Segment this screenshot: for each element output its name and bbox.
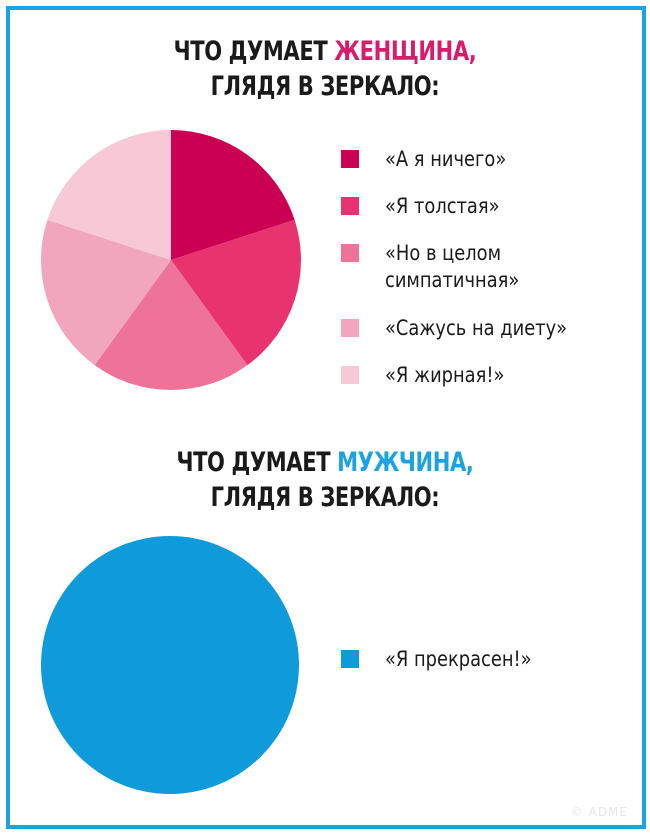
man-title-highlight: МУЖЧИНА, (337, 447, 474, 478)
pie-0-slice-3 (40, 219, 171, 366)
pie-0-legend-swatch-1 (341, 197, 359, 215)
pie-0-slice-4 (47, 130, 171, 260)
man-title-prefix: ЧТО ДУМАЕТ (176, 447, 338, 478)
woman-title-prefix: ЧТО ДУМАЕТ (173, 36, 335, 67)
man-title: ЧТО ДУМАЕТ МУЖЧИНА, ГЛЯДЯ В ЗЕРКАЛО: (72, 445, 579, 515)
pie-0-legend-label-1: «Я толстая» (385, 194, 500, 218)
woman-title-line2: ГЛЯДЯ В ЗЕРКАЛО: (210, 71, 440, 102)
pie-0-legend-swatch-3 (341, 319, 359, 337)
pie-0-legend-swatch-2 (341, 244, 359, 262)
pie-1-slice-0 (41, 536, 299, 794)
woman-title: ЧТО ДУМАЕТ ЖЕНЩИНА, ГЛЯДЯ В ЗЕРКАЛО: (72, 34, 579, 104)
pie-0-slice-1 (171, 219, 302, 366)
pie-0-legend-swatch-0 (341, 150, 359, 168)
pie-0-legend-label-4: «Я жирная!» (385, 363, 505, 387)
pie-0-legend-label-3: «Сажусь на диету» (385, 316, 568, 340)
woman-pie-chart (40, 130, 302, 390)
pie-1-legend-swatch-0 (341, 650, 359, 668)
man-title-line2: ГЛЯДЯ В ЗЕРКАЛО: (210, 482, 440, 513)
pie-0-legend-label-0: «А я ничего» (385, 147, 507, 171)
pie-0-slice-0 (171, 130, 295, 260)
pie-0-legend-label-2: «Но в целом симпатичная» (385, 241, 520, 292)
man-pie-chart (41, 536, 299, 794)
pie-0-slice-2 (94, 260, 248, 390)
woman-title-highlight: ЖЕНЩИНА, (334, 36, 477, 67)
pie-1-legend-label-0: «Я прекрасен!» (385, 647, 532, 671)
pie-0-legend-swatch-4 (341, 366, 359, 384)
watermark: © ADME (570, 805, 628, 819)
